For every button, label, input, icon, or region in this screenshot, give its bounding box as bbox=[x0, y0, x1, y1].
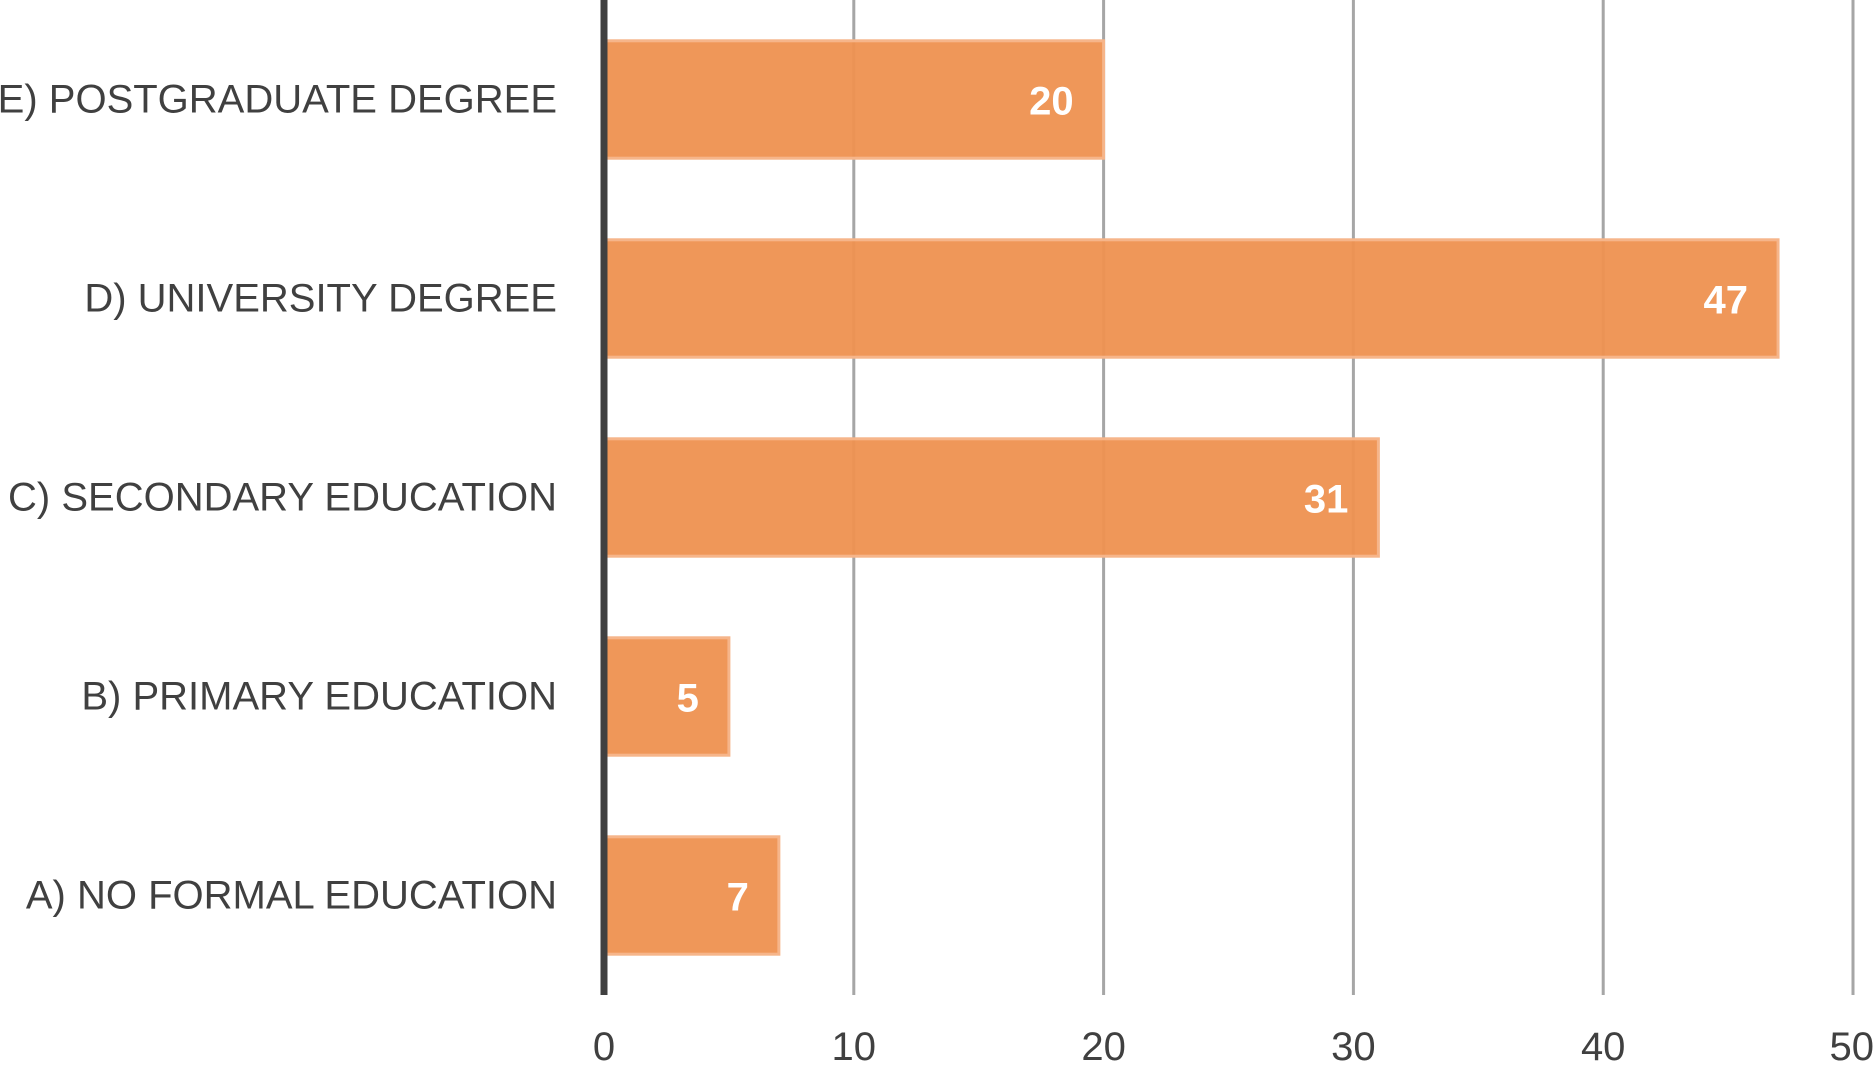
category-label-1: A) NO FORMAL EDUCATION bbox=[26, 874, 557, 918]
x-tick-labels: 0 10 20 30 40 50 bbox=[593, 1025, 1874, 1069]
bar-2 bbox=[602, 636, 731, 757]
data-label-3: 31 bbox=[1304, 478, 1349, 522]
x-tick-label-30: 30 bbox=[1331, 1025, 1376, 1069]
category-label-2: B) PRIMARY EDUCATION bbox=[81, 675, 557, 719]
data-label-2: 5 bbox=[677, 677, 699, 721]
data-label-1: 7 bbox=[727, 876, 749, 920]
x-tick-label-10: 10 bbox=[832, 1025, 877, 1069]
category-labels: A) NO FORMAL EDUCATION B) PRIMARY EDUCATI… bbox=[0, 78, 557, 918]
category-label-3: C) SECONDARY EDUCATION bbox=[8, 476, 557, 520]
x-tick-label-50: 50 bbox=[1830, 1025, 1875, 1069]
data-labels: 7 5 31 47 20 bbox=[677, 80, 1748, 920]
x-tick-label-40: 40 bbox=[1581, 1025, 1626, 1069]
bar-3 bbox=[602, 437, 1380, 558]
bar-4 bbox=[602, 238, 1780, 359]
x-tick-label-20: 20 bbox=[1081, 1025, 1126, 1069]
category-label-4: D) UNIVERSITY DEGREE bbox=[84, 277, 557, 321]
bar-1 bbox=[602, 835, 781, 956]
bar-5 bbox=[602, 39, 1106, 160]
data-label-5: 20 bbox=[1029, 80, 1074, 124]
x-tick-label-0: 0 bbox=[593, 1025, 615, 1069]
category-label-5: E) POSTGRADUATE DEGREE bbox=[0, 78, 557, 122]
data-label-4: 47 bbox=[1704, 279, 1749, 323]
